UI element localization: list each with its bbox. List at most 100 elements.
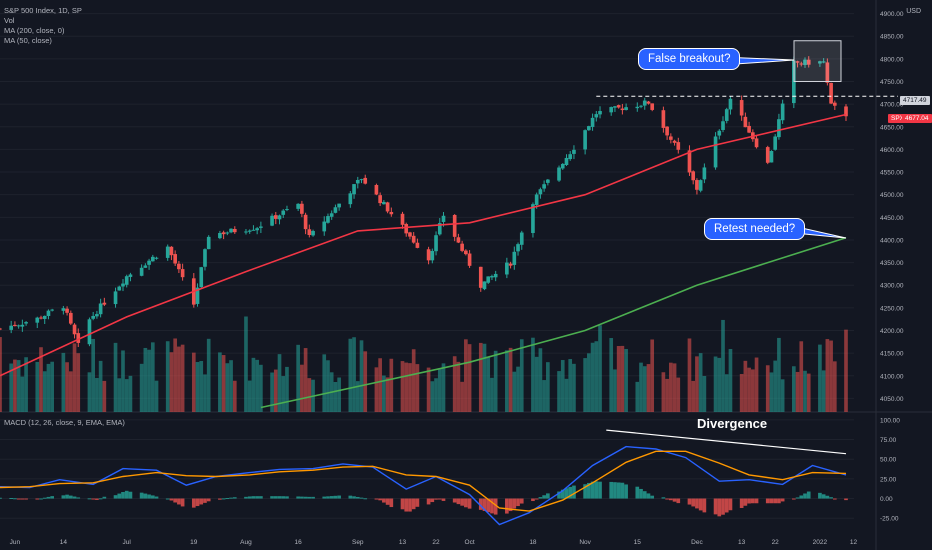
volume-bar xyxy=(337,377,341,412)
macd-histogram-bar xyxy=(512,498,517,509)
macd-histogram-bar xyxy=(87,498,92,500)
volume-bar xyxy=(717,357,722,412)
price-tick-label: 4500.00 xyxy=(880,192,904,199)
candle-body xyxy=(516,244,520,252)
macd-histogram-bar xyxy=(486,498,491,513)
volume-bar xyxy=(661,372,666,412)
volume-bar xyxy=(519,339,524,412)
volume-bar xyxy=(147,349,151,412)
macd-histogram-bar xyxy=(404,498,409,512)
volume-bar xyxy=(273,369,278,412)
macd-histogram-bar xyxy=(691,498,696,507)
macd-histogram-bar xyxy=(102,496,107,499)
candle-body xyxy=(650,103,655,110)
macd-histogram-bar xyxy=(385,498,390,505)
macd-histogram-bar xyxy=(620,482,625,499)
macd-histogram-bar xyxy=(844,498,848,501)
candle-body xyxy=(277,215,282,220)
macd-histogram-bar xyxy=(434,498,438,500)
macd-histogram-bar xyxy=(795,497,800,499)
resistance-price-tag: 4717.49 xyxy=(900,96,930,105)
volume-bar xyxy=(426,367,431,412)
macd-histogram-bar xyxy=(68,495,73,499)
candle-body xyxy=(326,216,330,223)
candle-body xyxy=(616,105,621,108)
macd-histogram-bar xyxy=(259,496,263,499)
volume-bar xyxy=(564,378,569,412)
macd-histogram-bar xyxy=(124,490,129,499)
candle-body xyxy=(739,100,744,116)
candle-body xyxy=(359,179,364,181)
volume-bar xyxy=(672,363,677,412)
candle-body xyxy=(303,214,308,230)
candle-body xyxy=(378,195,382,204)
candle-body xyxy=(546,179,550,183)
volume-bar xyxy=(374,367,379,412)
price-tick-label: 4850.00 xyxy=(880,34,904,41)
macd-histogram-bar xyxy=(587,482,591,499)
candle-body xyxy=(39,317,43,319)
volume-bar xyxy=(542,380,546,412)
macd-histogram-bar xyxy=(773,498,778,504)
macd-histogram-bar xyxy=(825,495,830,499)
candle-body xyxy=(408,232,412,237)
candle-body xyxy=(296,203,300,209)
price-tick-label: 4150.00 xyxy=(880,351,904,358)
candle-body xyxy=(13,324,17,327)
macd-histogram-bar xyxy=(273,496,278,499)
volume-bar xyxy=(270,372,274,412)
macd-histogram-bar xyxy=(42,497,47,499)
candle-body xyxy=(769,151,774,163)
candle-body xyxy=(464,250,468,255)
volume-bar xyxy=(482,343,487,412)
macd-tick-label: -25.00 xyxy=(880,516,899,523)
macd-histogram-bar xyxy=(218,498,222,500)
candle-body xyxy=(400,213,405,225)
candle-body xyxy=(218,233,222,239)
macd-histogram-bar xyxy=(624,484,628,499)
volume-bar xyxy=(538,348,543,412)
macd-histogram-bar xyxy=(713,498,718,515)
candle-body xyxy=(795,61,800,63)
volume-bar xyxy=(803,370,807,412)
macd-histogram-bar xyxy=(177,498,181,505)
candle-body xyxy=(42,315,47,319)
volume-bar xyxy=(322,354,327,412)
candle-body xyxy=(91,315,95,319)
symbol-tag: SPX xyxy=(888,114,908,123)
volume-bar xyxy=(117,378,122,412)
candle-body xyxy=(285,209,289,211)
macd-histogram-bar xyxy=(661,497,666,499)
candle-body xyxy=(717,130,722,136)
volume-bar xyxy=(687,338,692,412)
candle-body xyxy=(665,126,669,136)
macd-histogram-bar xyxy=(61,495,66,499)
macd-histogram-bar xyxy=(616,482,621,499)
volume-bar xyxy=(557,371,561,412)
macd-histogram-bar xyxy=(244,496,248,499)
legend-ma50: MA (50, close) xyxy=(4,36,52,45)
macd-histogram-bar xyxy=(609,481,614,499)
price-tick-label: 4050.00 xyxy=(880,396,904,403)
volume-bar xyxy=(825,339,830,412)
candle-body xyxy=(363,177,368,184)
x-tick-label: Dec xyxy=(691,539,703,546)
volume-bar xyxy=(508,347,513,412)
volume-bar xyxy=(743,360,748,412)
macd-histogram-bar xyxy=(389,498,394,508)
volume-bar xyxy=(568,359,573,412)
volume-bar xyxy=(624,349,628,412)
macd-histogram-bar xyxy=(206,498,211,502)
volume-bar xyxy=(691,380,696,412)
macd-histogram-bar xyxy=(24,498,28,500)
macd-histogram-bar xyxy=(803,493,807,499)
macd-histogram-bar xyxy=(687,498,692,505)
macd-histogram-bar xyxy=(698,498,703,511)
volume-bar xyxy=(113,342,118,412)
macd-histogram-bar xyxy=(426,498,431,505)
volume-bar xyxy=(281,376,286,412)
macd-histogram-bar xyxy=(326,496,330,499)
volume-bar xyxy=(9,363,14,412)
volume-bar xyxy=(65,362,69,412)
